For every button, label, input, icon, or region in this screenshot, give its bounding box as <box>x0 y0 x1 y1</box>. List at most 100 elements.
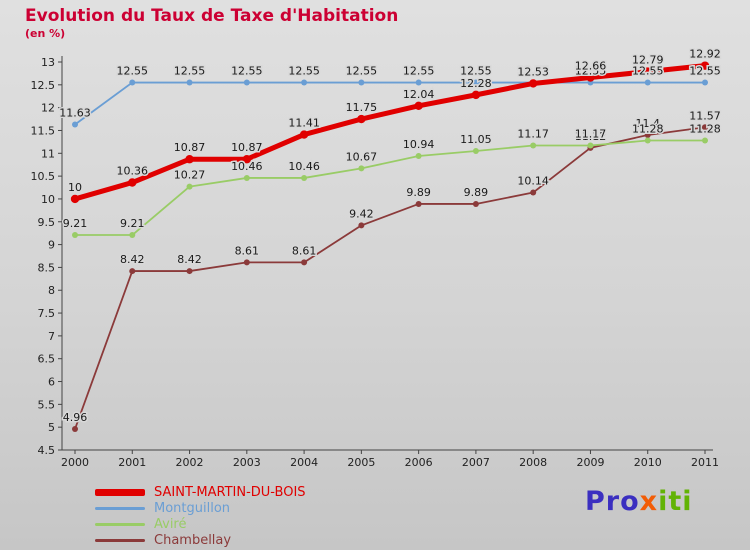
value-label: 12.55 <box>632 65 664 78</box>
value-label: 9.89 <box>406 186 431 199</box>
data-point-SAINT-MARTIN-DU-BOIS <box>242 155 252 164</box>
legend-line-sample <box>95 488 145 496</box>
y-tick-label: 5 <box>48 421 55 434</box>
y-tick-label: 8 <box>48 284 55 297</box>
value-label: 11.75 <box>346 101 378 114</box>
x-tick-label: 2004 <box>290 456 318 469</box>
value-label: 10.87 <box>174 141 206 154</box>
data-point-Chambellay <box>702 124 708 131</box>
data-point-Montguillon <box>301 79 308 86</box>
x-tick-label: 2007 <box>462 456 490 469</box>
data-point-Chambellay <box>243 259 250 266</box>
data-point-Chambellay <box>301 259 308 266</box>
data-point-Aviré <box>243 174 250 181</box>
data-point-Montguillon <box>415 79 422 86</box>
series-line-Montguillon <box>74 81 706 126</box>
value-label: 12.55 <box>174 65 206 78</box>
value-label: 10.67 <box>346 150 378 163</box>
data-point-Aviré <box>530 142 537 149</box>
value-label: 11.17 <box>517 128 549 141</box>
value-label: 12.55 <box>460 65 492 78</box>
value-label: 12.66 <box>575 60 607 73</box>
value-label: 11.17 <box>575 128 607 141</box>
data-point-Aviré <box>472 148 479 155</box>
data-point-SAINT-MARTIN-DU-BOIS <box>643 67 652 76</box>
y-tick-label: 12.5 <box>31 79 56 92</box>
x-tick-label: 2001 <box>118 456 146 469</box>
value-label: 8.61 <box>292 244 317 257</box>
value-label: 4.96 <box>63 411 88 424</box>
value-label: 9.21 <box>120 217 145 230</box>
chart-subtitle: (en %) <box>25 27 66 40</box>
legend-line-sample <box>95 538 145 542</box>
logo-part: iti <box>658 486 693 517</box>
data-point-Chambellay <box>358 222 365 229</box>
chart-legend: SAINT-MARTIN-DU-BOIS Montguillon Aviré Cham… <box>95 484 306 548</box>
value-label: 11.05 <box>460 133 492 146</box>
legend-label: Chambellay <box>154 532 232 548</box>
proxiti-logo: Proxiti <box>585 486 693 517</box>
data-point-Aviré <box>301 174 308 181</box>
value-label: 11.12 <box>575 130 607 143</box>
legend-item: SAINT-MARTIN-DU-BOIS <box>95 484 306 500</box>
value-label: 11.28 <box>689 123 721 136</box>
value-label: 10.46 <box>288 160 320 173</box>
value-label: 11.41 <box>288 117 320 130</box>
series-line-Aviré <box>74 139 706 236</box>
y-tick-label: 11 <box>41 147 55 160</box>
x-tick-label: 2000 <box>61 456 89 469</box>
legend-label: Montguillon <box>154 500 231 516</box>
data-point-Montguillon <box>129 79 136 86</box>
data-point-SAINT-MARTIN-DU-BOIS <box>357 114 366 124</box>
value-label: 10.87 <box>231 141 263 154</box>
y-tick-label: 6.5 <box>38 353 56 366</box>
y-tick-label: 7 <box>48 330 55 343</box>
value-label: 12.55 <box>517 65 549 78</box>
value-label: 10.94 <box>403 138 435 151</box>
data-point-Aviré <box>186 183 193 190</box>
value-label: 8.61 <box>235 244 260 257</box>
legend-item: Chambellay <box>95 532 306 548</box>
y-tick-label: 4.5 <box>38 444 56 457</box>
value-label: 12.92 <box>689 48 721 61</box>
x-tick-label: 2006 <box>405 456 433 469</box>
data-point-Aviré <box>644 137 651 144</box>
value-label: 11.28 <box>632 123 664 136</box>
value-label: 8.42 <box>120 253 145 266</box>
value-label: 9.21 <box>63 217 88 230</box>
value-label: 12.53 <box>517 65 549 78</box>
value-label: 12.79 <box>632 54 664 67</box>
legend-line-sample <box>95 506 145 510</box>
data-point-SAINT-MARTIN-DU-BOIS <box>586 73 595 82</box>
value-label: 11.63 <box>59 107 91 120</box>
data-point-Chambellay <box>186 268 193 275</box>
value-label: 12.55 <box>231 65 263 78</box>
legend-item: Aviré <box>95 516 306 532</box>
data-point-Aviré <box>358 165 365 172</box>
x-tick-label: 2002 <box>176 456 204 469</box>
y-tick-label: 5.5 <box>38 398 56 411</box>
data-point-Chambellay <box>472 200 479 207</box>
value-label: 12.28 <box>460 77 492 90</box>
series-line-Chambellay <box>74 126 706 430</box>
data-point-Chambellay <box>415 200 422 207</box>
y-tick-label: 10.5 <box>31 170 56 183</box>
logo-part: x <box>639 486 659 517</box>
value-label: 9.89 <box>464 186 489 199</box>
y-tick-label: 12 <box>41 102 55 115</box>
value-label: 12.55 <box>403 65 435 78</box>
value-label: 12.04 <box>403 88 435 101</box>
y-tick-label: 9.5 <box>38 216 56 229</box>
legend-label: SAINT-MARTIN-DU-BOIS <box>154 484 306 500</box>
data-point-SAINT-MARTIN-DU-BOIS <box>70 194 80 204</box>
legend-label: Aviré <box>154 516 187 532</box>
x-tick-label: 2008 <box>519 456 547 469</box>
data-point-Montguillon <box>358 79 365 86</box>
y-tick-label: 6 <box>48 376 55 389</box>
data-point-SAINT-MARTIN-DU-BOIS <box>700 61 710 70</box>
value-label: 10.27 <box>174 169 206 182</box>
x-tick-label: 2009 <box>576 456 604 469</box>
data-point-Chambellay <box>644 132 651 139</box>
data-point-Aviré <box>129 232 136 239</box>
y-tick-label: 8.5 <box>38 261 56 274</box>
